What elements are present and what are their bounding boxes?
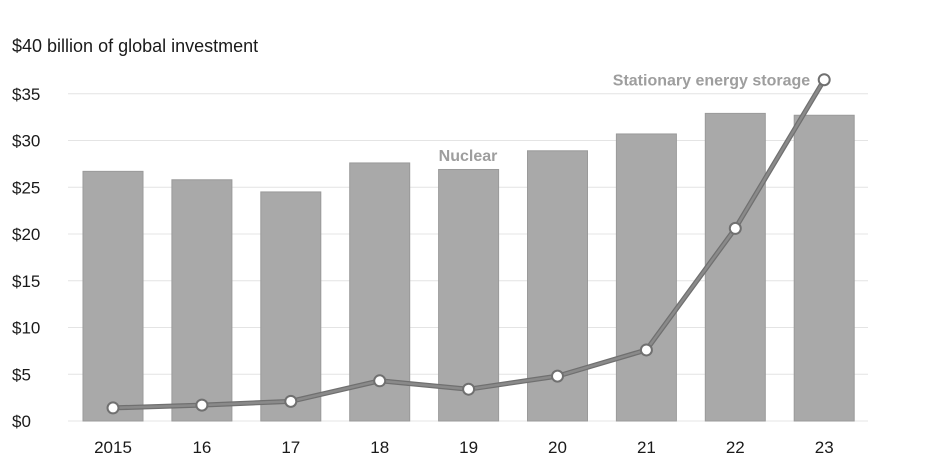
y-axis-ticks: $0 $5 $10 $15 $20 $25 $30 $35 — [12, 85, 40, 431]
storage-point — [373, 374, 387, 388]
nuclear-bar — [615, 133, 677, 422]
storage-series-label: Stationary energy storage — [613, 73, 811, 90]
nuclear-bar — [438, 168, 500, 422]
y-tick-label: $25 — [12, 178, 40, 197]
y-tick-label: $20 — [12, 225, 40, 244]
nuclear-bar — [171, 179, 233, 422]
x-tick-label: 16 — [192, 438, 211, 457]
y-tick-label: $5 — [12, 365, 31, 384]
series-labels: Nuclear Stationary energy storage — [439, 73, 811, 165]
y-tick-label: $0 — [12, 412, 31, 431]
storage-point — [284, 394, 298, 408]
storage-point — [551, 369, 564, 383]
storage-point — [817, 73, 831, 87]
nuclear-bar — [260, 191, 322, 422]
nuclear-bar — [82, 170, 144, 422]
y-tick-label: $10 — [12, 319, 40, 338]
storage-point — [728, 221, 742, 235]
storage-point — [195, 398, 209, 412]
x-tick-label: 23 — [815, 438, 834, 457]
chart-title: $40 billion of global investment — [12, 36, 258, 56]
x-tick-label: 20 — [548, 438, 567, 457]
x-tick-label: 17 — [281, 438, 300, 457]
x-tick-label: 2015 — [94, 438, 132, 457]
nuclear-bar — [704, 112, 766, 422]
storage-point — [462, 382, 476, 396]
storage-point — [106, 401, 120, 415]
x-tick-label: 21 — [637, 438, 656, 457]
x-tick-label: 22 — [726, 438, 745, 457]
y-tick-label: $15 — [12, 272, 40, 291]
x-tick-label: 19 — [459, 438, 478, 457]
storage-point — [639, 343, 653, 357]
nuclear-series-label: Nuclear — [439, 148, 498, 165]
x-tick-label: 18 — [370, 438, 389, 457]
nuclear-bar — [793, 114, 855, 422]
x-axis-ticks: 2015 16 17 18 19 20 21 22 23 — [94, 438, 834, 457]
y-tick-label: $35 — [12, 85, 40, 104]
y-tick-label: $30 — [12, 132, 40, 151]
storage-line — [106, 73, 831, 415]
